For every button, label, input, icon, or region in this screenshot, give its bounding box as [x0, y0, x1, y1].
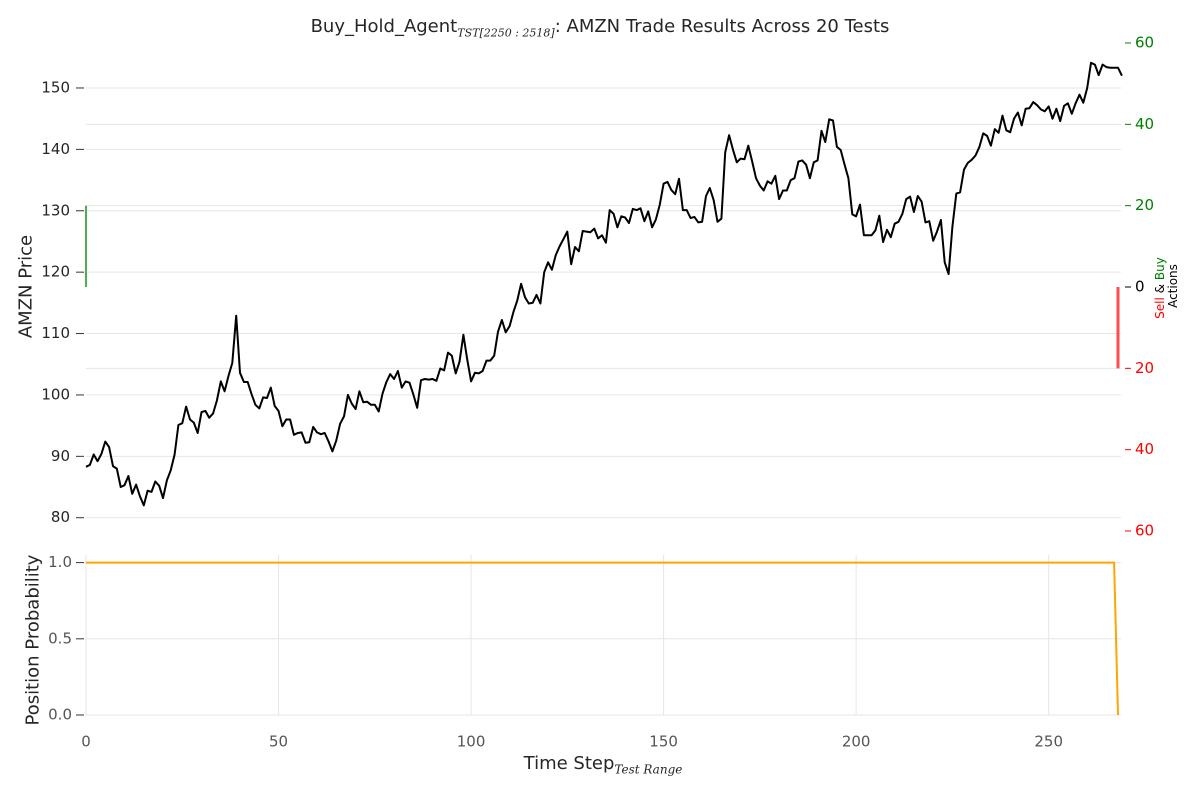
price-tick-label: 80: [51, 508, 70, 526]
x-tick-label: 0: [81, 733, 91, 751]
title-prefix: Buy_Hold_Agent: [310, 16, 458, 37]
x-tick-label: 50: [269, 733, 288, 751]
buy-label: Buy: [1153, 257, 1167, 281]
amzn-price-line: [85, 61, 1123, 507]
title-subscript: TST[2250 : 2518]: [457, 26, 555, 40]
position-axis-label: Position Probability: [22, 554, 44, 726]
buy-tick-label: 20: [1135, 196, 1154, 214]
position-tick-label: 0.5: [48, 629, 72, 647]
price-tick-label: 130: [41, 201, 70, 219]
x-tick-label: 200: [842, 733, 871, 751]
x-axis-label: Time StepTest Range: [0, 753, 1200, 777]
price-tick-label: 120: [41, 263, 70, 281]
x-tick-label: 100: [457, 733, 486, 751]
buy-tick-label: 0: [1135, 278, 1145, 296]
sell-label: Sell: [1153, 297, 1167, 319]
sell-tick-label: 40: [1135, 440, 1154, 458]
x-tick-label: 250: [1034, 733, 1063, 751]
price-tick-label: 110: [41, 324, 70, 342]
x-axis-label-main: Time Step: [523, 753, 615, 774]
amp-label: &: [1153, 283, 1167, 294]
price-tick-label: 100: [41, 385, 70, 403]
buy-tick-label: 60: [1135, 34, 1154, 52]
title-suffix: : AMZN Trade Results Across 20 Tests: [554, 16, 890, 37]
price-tick-label: 150: [41, 78, 70, 96]
actions-axis-suffix: Actions: [1166, 264, 1180, 308]
x-tick-label: 150: [649, 733, 678, 751]
sell-tick-label: 60: [1135, 522, 1154, 540]
price-tick-label: 140: [41, 140, 70, 158]
buy-tick-label: 40: [1135, 115, 1154, 133]
x-axis-label-sub: Test Range: [614, 762, 683, 777]
sell-tick-label: 20: [1135, 359, 1154, 377]
price-axis-label: AMZN Price: [15, 234, 37, 339]
price-tick-label: 90: [51, 447, 70, 465]
position-tick-label: 1.0: [48, 553, 72, 571]
position-tick-label: 0.0: [48, 706, 72, 724]
position-line: [86, 561, 1119, 716]
chart-title: Buy_Hold_AgentTST[2250 : 2518]: AMZN Tra…: [0, 16, 1200, 40]
